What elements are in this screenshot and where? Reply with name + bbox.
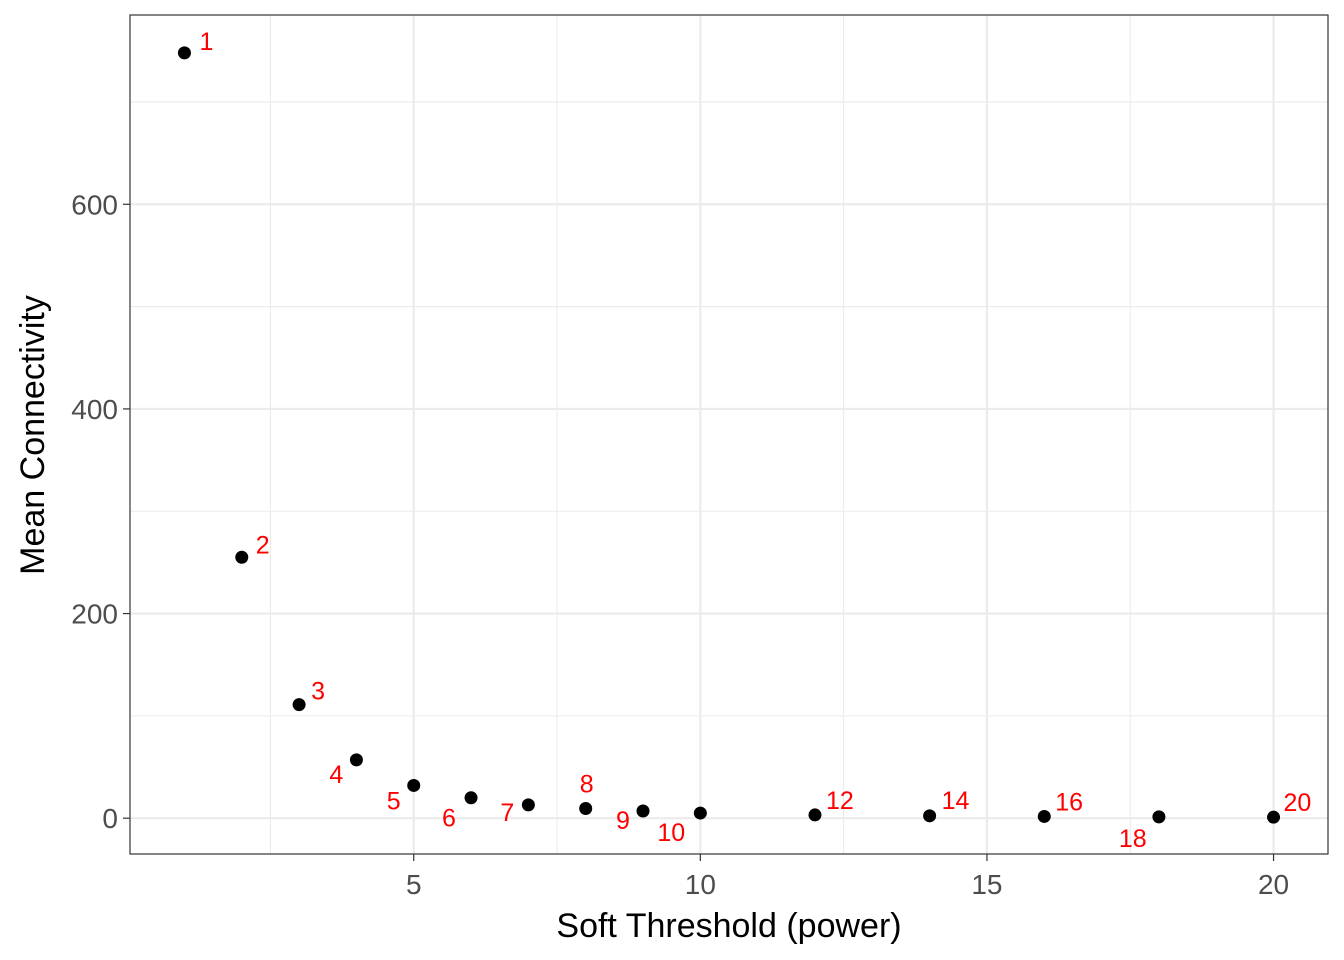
data-point	[235, 550, 249, 564]
data-point-label: 4	[329, 761, 343, 789]
x-tick-label: 5	[406, 869, 422, 900]
data-point-label: 2	[256, 531, 270, 559]
data-point-label: 1	[199, 28, 213, 56]
grid-minor	[130, 15, 1328, 854]
y-tick-label: 400	[71, 394, 118, 425]
data-point	[521, 798, 535, 812]
data-point-label: 3	[311, 678, 325, 706]
grid-major	[130, 15, 1328, 854]
x-tick-label: 15	[971, 869, 1002, 900]
data-point-label: 10	[657, 819, 685, 847]
data-point	[349, 753, 363, 767]
data-point-label: 9	[616, 807, 630, 835]
x-axis-title: Soft Threshold (power)	[556, 907, 901, 945]
data-points	[177, 46, 1281, 824]
data-point	[1037, 809, 1051, 823]
data-point	[579, 801, 593, 815]
data-point-label: 16	[1055, 788, 1083, 816]
y-axis-title: Mean Connectivity	[14, 295, 52, 575]
data-point	[292, 698, 306, 712]
y-tick-label: 200	[71, 599, 118, 630]
data-point	[693, 806, 707, 820]
data-point	[636, 804, 650, 818]
data-point-label: 7	[500, 799, 514, 827]
data-point-label: 5	[387, 787, 401, 815]
x-axis-ticks: 5 10 15 20	[406, 854, 1289, 900]
data-point-label: 12	[826, 787, 854, 815]
data-point	[923, 809, 937, 823]
data-point-label: 6	[442, 805, 456, 833]
data-point	[407, 778, 421, 792]
data-point-label: 20	[1284, 789, 1312, 817]
y-axis-ticks: 0 200 400 600	[71, 189, 130, 834]
x-tick-label: 10	[685, 869, 716, 900]
data-point-label: 14	[942, 787, 970, 815]
panel-border	[129, 14, 1329, 855]
data-point	[177, 46, 191, 60]
data-point	[464, 791, 478, 805]
data-point	[1267, 810, 1281, 824]
plot-panel	[130, 15, 1328, 854]
y-tick-label: 600	[71, 189, 118, 220]
x-tick-label: 20	[1258, 869, 1289, 900]
data-point-label: 8	[580, 770, 594, 798]
data-point	[808, 808, 822, 822]
y-tick-label: 0	[102, 803, 118, 834]
data-point-label: 18	[1119, 825, 1147, 853]
data-point	[1152, 810, 1166, 824]
